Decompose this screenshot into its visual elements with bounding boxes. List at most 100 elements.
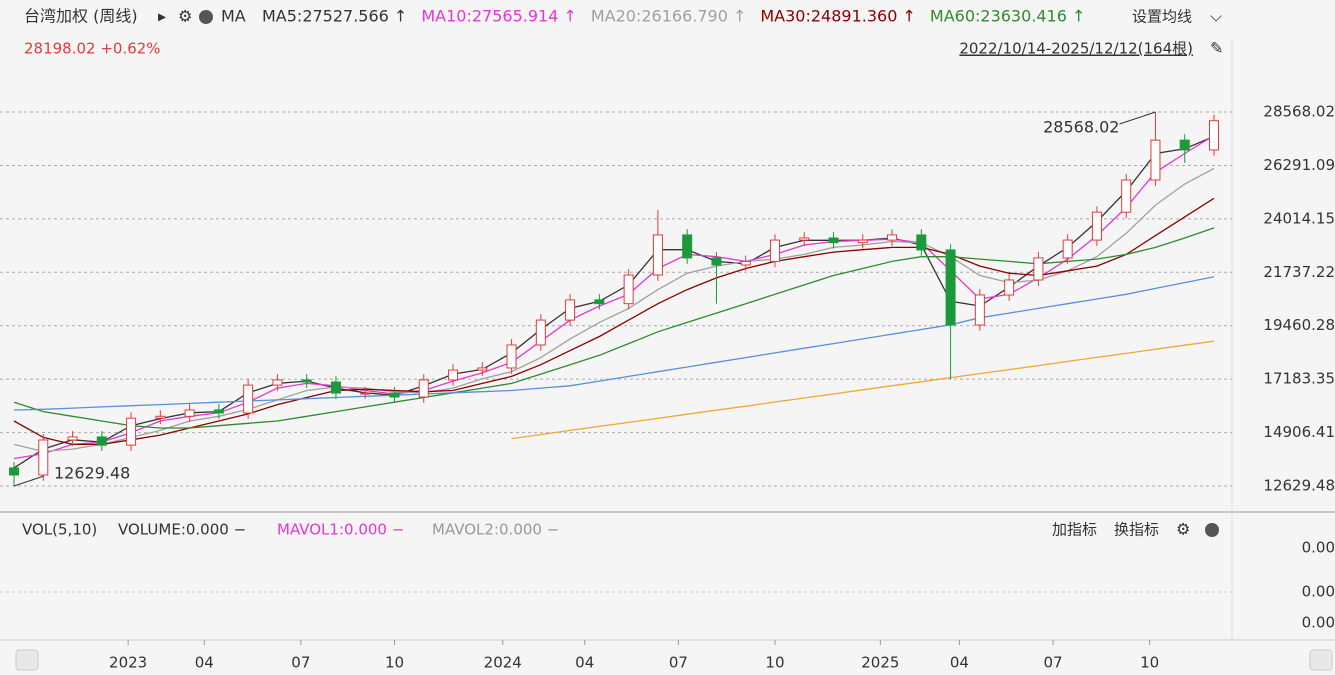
vol-tick: 0.00 [1302,583,1335,601]
x-tick-label: 04 [950,654,969,672]
x-tick-label: 07 [669,654,688,672]
y-tick-label: 14906.41 [1263,423,1335,441]
x-tick-label: 07 [1043,654,1062,672]
x-tick-label: 10 [385,654,404,672]
vol-item: MAVOL1:0.000 − [277,521,404,539]
candle-body [184,409,195,417]
candle-body [1121,179,1132,213]
candle-body [623,274,634,305]
candle-body [916,234,927,251]
y-tick-label: 26291.09 [1263,156,1335,174]
ma-line [511,340,1215,440]
x-tick-label: 07 [291,654,310,672]
y-tick-label: 24014.15 [1263,209,1335,227]
legend-item: MA5:27527.566 ↑ [262,7,407,26]
candle-body [799,237,810,241]
vol-tick: 0.00 [1302,539,1335,557]
candle-body [974,294,985,326]
indicator: MA [221,7,246,26]
x-tick-label: 2023 [109,654,147,672]
candle-body [330,381,341,394]
candle-body [301,379,312,383]
candle-body [243,384,254,414]
candle-body [213,409,224,414]
candle-body [38,439,49,476]
y-tick-label: 17183.35 [1263,370,1335,388]
legend-item: MA20:26166.790 ↑ [591,7,747,26]
candle-body [477,367,488,371]
title: 台湾加权 (周线) [24,7,138,26]
date-range: 2022/10/14-2025/12/12(164根) [959,40,1193,58]
vol-tick: 0.00 [1302,614,1335,632]
candle-body [1150,139,1161,181]
candle-body [9,467,19,476]
candle-body [1179,139,1190,151]
candle-body [1004,279,1015,296]
candle-body [1091,211,1102,241]
dropdown-icon[interactable]: ⌵ [1210,7,1222,26]
legend-item: MA60:23630.416 ↑ [930,7,1086,26]
candle-body [535,319,546,346]
candle-body [418,379,429,398]
candle-body [360,392,371,395]
candle-body [711,257,722,266]
legend: MA5:27527.566 ↑ MA10:27565.914 ↑ MA20:2616… [262,7,1085,26]
candle-body [887,234,898,241]
candle-body [389,392,400,398]
arrow-icon: ▸ [158,7,166,26]
legend-item: MA10:27565.914 ↑ [421,7,577,26]
annotation: 28568.02 [1043,118,1119,137]
candle-body [126,417,137,446]
candle-body [857,239,868,244]
vol-title: VOL(5,10) [22,521,97,539]
candle-body [740,260,751,266]
ma-line [13,197,1215,446]
close-icon[interactable] [199,10,213,24]
y-tick-label: 19460.28 [1263,316,1335,334]
candle-body [448,369,459,381]
button[interactable]: 加指标 [1052,521,1097,539]
annotation: 12629.48 [54,463,130,482]
candle-body [828,237,839,244]
quote: 28198.02 +0.62% [24,40,161,58]
annotation-arrow [1119,111,1156,125]
candle-body [594,299,605,305]
x-tick-label: 10 [765,654,784,672]
candle-body [1033,257,1044,281]
candle-body [155,415,166,419]
scroll-right[interactable] [1309,649,1333,671]
candle-body [506,344,517,369]
candle-body [565,299,576,321]
candle-body [945,249,956,326]
ma-line [13,227,1215,429]
pin-icon[interactable]: ✎ [1210,39,1223,58]
candle-body [769,239,780,262]
x-tick-label: 04 [195,654,214,672]
candle-body [682,234,693,259]
x-tick-label: 2025 [861,654,899,672]
candle-body [96,436,107,446]
y-tick-label: 12629.48 [1263,476,1335,494]
x-tick-label: 10 [1140,654,1159,672]
scroll-left[interactable] [15,649,39,671]
candle-body [272,379,283,386]
x-tick-label: 2024 [484,654,522,672]
candle-body [1062,239,1073,259]
annotation-arrow [13,475,45,487]
gear-icon[interactable]: ⚙ [1176,520,1190,539]
ma-line [13,276,1215,411]
vol-item: MAVOL2:0.000 − [432,521,559,539]
y-tick-label: 21737.22 [1263,263,1335,281]
y-tick-label: 28568.02 [1263,103,1335,121]
close-icon[interactable] [1205,523,1219,537]
gear-icon[interactable]: ⚙ [178,7,192,26]
candle-body [67,436,78,441]
button[interactable]: 换指标 [1114,521,1159,539]
x-tick-label: 04 [575,654,594,672]
settings[interactable]: 设置均线 [1132,8,1192,26]
candle-body [652,234,663,276]
candle-body [1209,120,1219,151]
